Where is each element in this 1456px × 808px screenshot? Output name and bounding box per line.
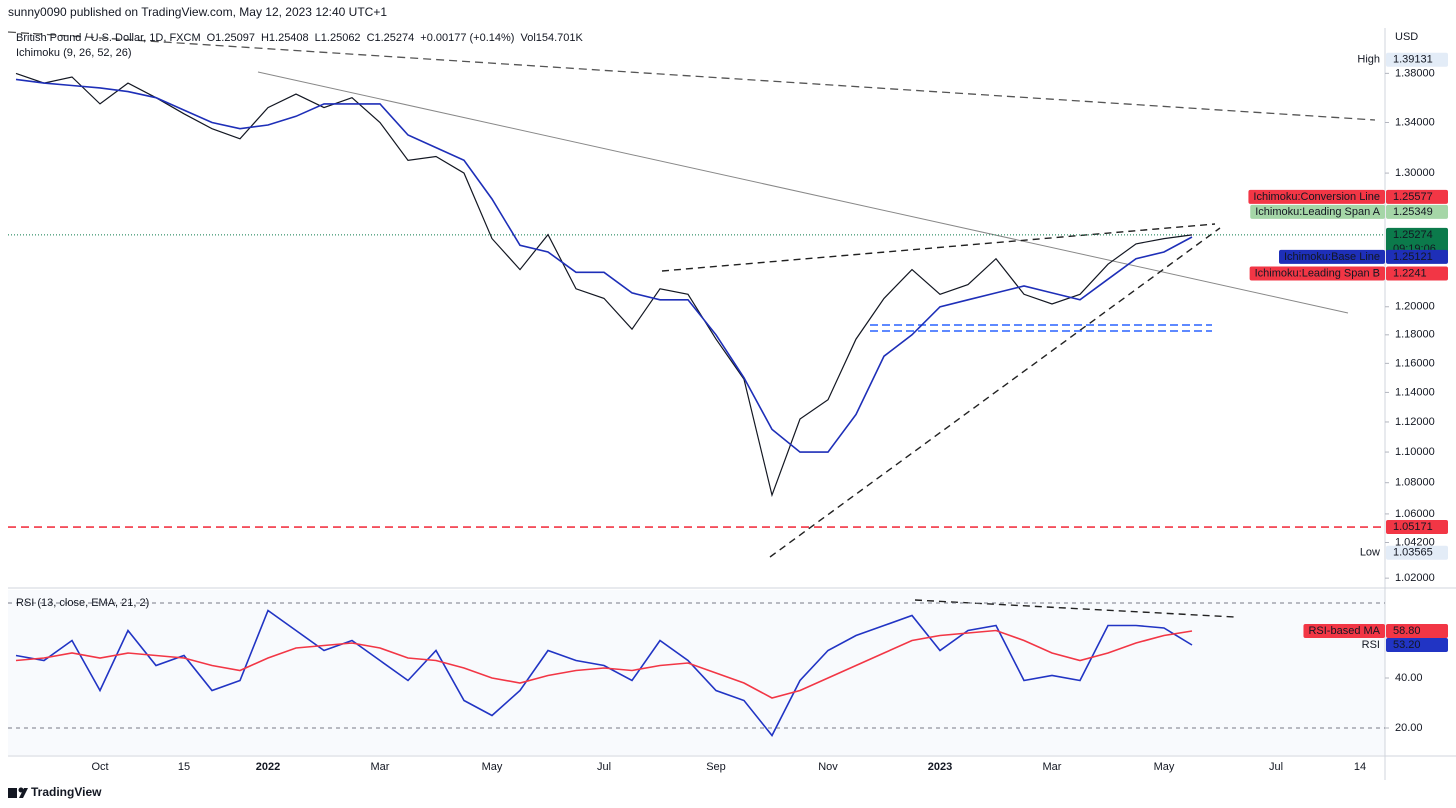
x-tick-label: Mar	[1043, 761, 1062, 773]
price-tag-label-bg	[1249, 266, 1385, 281]
price-tag-label-bg	[1250, 204, 1385, 219]
x-tick-label: 2022	[256, 761, 280, 773]
x-tick-label: Jul	[1269, 761, 1283, 773]
price-tag-value: 1.25274	[1393, 229, 1433, 241]
price-tag-value: 1.2241	[1393, 267, 1427, 279]
series-line	[15, 609, 1193, 737]
price-tag	[1386, 266, 1448, 281]
y-tick-label: 1.06000	[1395, 508, 1435, 520]
y-tick-label: 1.20000	[1395, 301, 1435, 313]
price-tag-label-bg	[1279, 249, 1385, 264]
price-tag	[1386, 204, 1448, 219]
rsi-panel-bg	[8, 590, 1385, 755]
legend-item: O1.25097	[207, 32, 255, 44]
legend-item: Vol154.701K	[520, 32, 583, 44]
price-tag-value: 1.25349	[1393, 206, 1433, 218]
x-tick-label: 2023	[928, 761, 952, 773]
price-tag	[1386, 249, 1448, 264]
brand: TradingView	[31, 785, 102, 799]
y-tick-label: 1.18000	[1395, 329, 1435, 341]
y-tick-label: 1.30000	[1395, 167, 1435, 179]
trend-line	[661, 223, 1216, 272]
y-tick-label: 1.12000	[1395, 416, 1435, 428]
legend-item: L1.25062	[315, 32, 361, 44]
price-tag	[1386, 545, 1448, 560]
price-tag-label: RSI	[1362, 639, 1380, 651]
currency: USD	[1395, 31, 1418, 43]
price-tag-value: 53.20	[1393, 639, 1421, 651]
price-tag-value: 58.80	[1393, 625, 1421, 637]
trend-line	[257, 71, 1349, 314]
price-tag-label: Ichimoku:Leading Span B	[1255, 267, 1380, 279]
price-tag-label: Ichimoku:Conversion Line	[1253, 191, 1380, 203]
price-tag	[1386, 520, 1448, 535]
price-tag-label: High	[1357, 54, 1380, 66]
y-tick-label: 1.16000	[1395, 357, 1435, 369]
price-tag-label: Ichimoku:Base Line	[1284, 251, 1380, 263]
x-tick-label: Jul	[597, 761, 611, 773]
plot-layer: British Pound / U.S. Dollar, 1D, FXCM O1.…	[8, 32, 1448, 773]
series-line	[15, 78, 1193, 453]
legend-item: C1.25274	[367, 32, 415, 44]
price-tag-value: 1.05171	[1393, 521, 1433, 533]
trend-line	[7, 31, 1376, 121]
price-tag	[1386, 638, 1448, 652]
x-tick-label: Mar	[371, 761, 390, 773]
series-line	[15, 629, 1193, 699]
price-tag-value: 1.03565	[1393, 547, 1433, 559]
trend-line	[769, 227, 1221, 558]
price-tag-value: 1.25121	[1393, 251, 1433, 263]
x-tick-label: Sep	[706, 761, 726, 773]
rsi-title: RSI (13, close, EMA, 21, 2)	[16, 597, 149, 609]
legend-item: H1.25408	[261, 32, 309, 44]
indicator-label: Ichimoku (9, 26, 52, 26)	[16, 47, 132, 59]
y-tick-label: 40.00	[1395, 672, 1423, 684]
x-tick-label: Oct	[91, 761, 108, 773]
x-tick-label: Nov	[818, 761, 838, 773]
y-tick-label: 20.00	[1395, 722, 1423, 734]
price-tag-value: 1.39131	[1393, 54, 1433, 66]
legend-item: +0.00177 (+0.14%)	[420, 32, 514, 44]
price-tag	[1386, 189, 1448, 204]
price-tag	[1386, 624, 1448, 638]
y-tick-label: 1.08000	[1395, 477, 1435, 489]
price-tag-label: Ichimoku:Leading Span A	[1255, 206, 1380, 218]
series-line	[15, 72, 1193, 498]
x-tick-label: 14	[1354, 761, 1366, 773]
price-tag	[1386, 52, 1448, 67]
price-tag-label: RSI-based MA	[1308, 625, 1380, 637]
x-tick-label: May	[1154, 761, 1175, 773]
price-tag-label-bg	[1248, 189, 1385, 204]
y-tick-label: 1.02000	[1395, 572, 1435, 584]
y-tick-label: 1.34000	[1395, 116, 1435, 128]
price-tag-value: 1.25577	[1393, 191, 1433, 203]
price-tag-label-bg	[1303, 624, 1385, 638]
y-tick-label: 1.04200	[1395, 536, 1435, 548]
y-tick-label: 1.10000	[1395, 446, 1435, 458]
price-tag-label: Low	[1360, 547, 1380, 559]
legend-item: British Pound / U.S. Dollar, 1D, FXCM	[16, 32, 201, 44]
brand-logo	[8, 787, 28, 798]
y-tick-label: 1.38000	[1395, 67, 1435, 79]
x-tick-label: 15	[178, 761, 190, 773]
publisher: sunny0090 published on TradingView.com, …	[8, 5, 387, 19]
x-tick-label: May	[482, 761, 503, 773]
y-tick-label: 1.14000	[1395, 386, 1435, 398]
